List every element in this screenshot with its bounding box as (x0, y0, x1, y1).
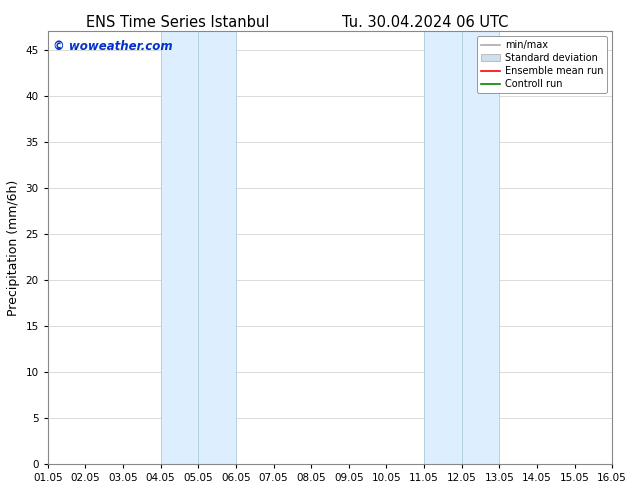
Bar (160, 31, 236, 464)
Legend: min/max, Standard deviation, Ensemble mean run, Controll run: min/max, Standard deviation, Ensemble me… (477, 36, 607, 93)
Text: ENS Time Series Istanbul: ENS Time Series Istanbul (86, 15, 269, 30)
Y-axis label: Precipitation (mm/6h): Precipitation (mm/6h) (7, 180, 20, 316)
Text: © woweather.com: © woweather.com (53, 40, 173, 53)
Text: Tu. 30.04.2024 06 UTC: Tu. 30.04.2024 06 UTC (342, 15, 508, 30)
Bar (424, 31, 500, 464)
